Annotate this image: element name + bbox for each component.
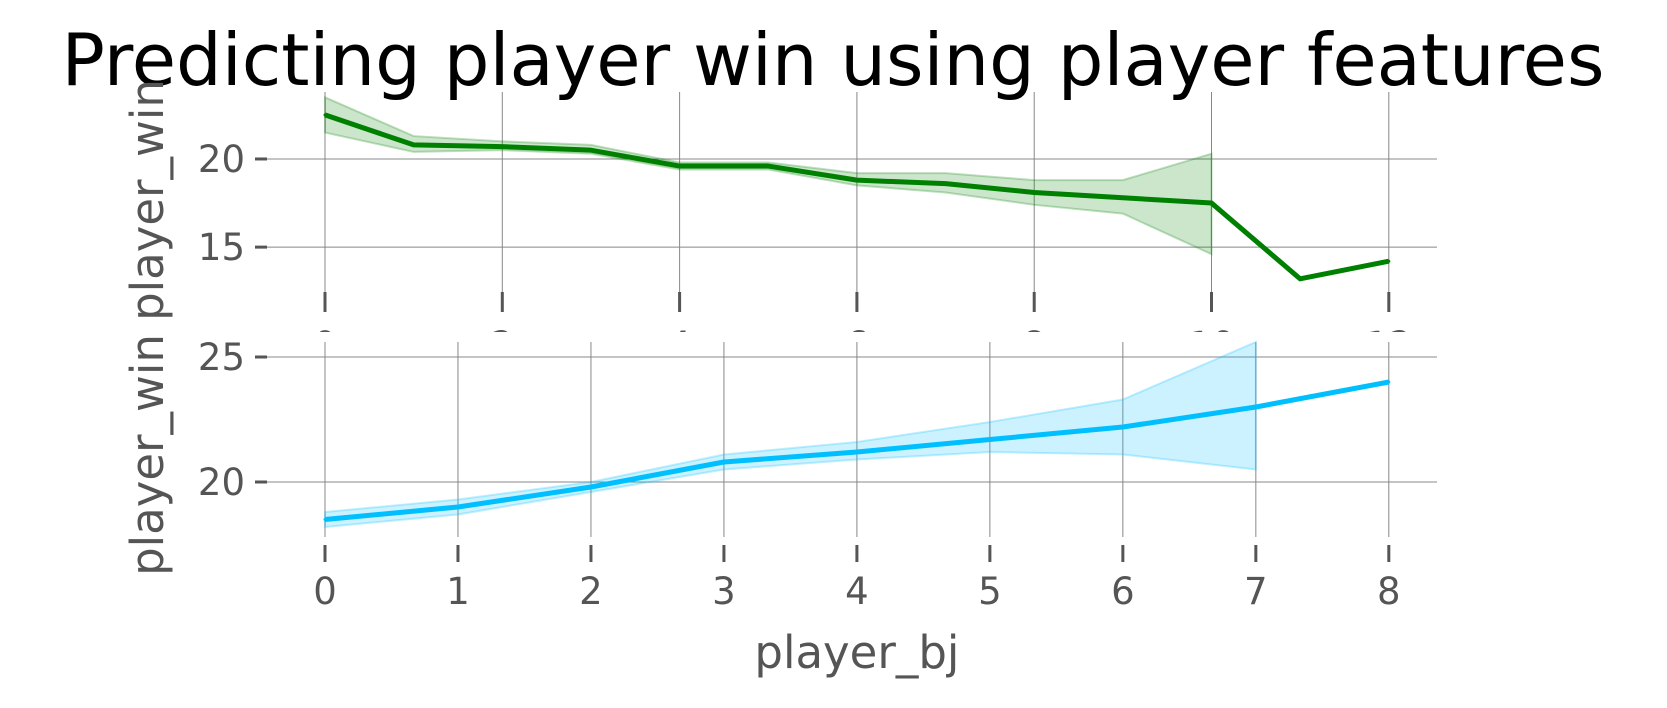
top-panel: 0 2 4 6 8 10 12 15 20 player_win: [121, 79, 1437, 367]
data-point: [722, 460, 726, 464]
x-tick-label: 8: [1377, 570, 1401, 613]
x-tick-label: 4: [668, 324, 692, 367]
data-point: [1298, 277, 1302, 281]
data-point: [766, 164, 770, 168]
data-point: [412, 143, 416, 147]
x-tick-label: 6: [1111, 570, 1135, 613]
data-point: [500, 145, 504, 149]
y-axis-label: player_win: [121, 79, 174, 321]
data-point: [1121, 196, 1125, 200]
x-tick-label: 0: [313, 570, 337, 613]
x-tick-label: 7: [1244, 570, 1268, 613]
confidence-band: [324, 95, 1213, 256]
x-tick-label: 5: [978, 570, 1002, 613]
data-point: [944, 182, 948, 186]
data-point: [589, 485, 593, 489]
y-axis-label: player_win: [121, 334, 174, 576]
data-point: [1032, 190, 1036, 194]
x-tick-label: 0: [313, 324, 337, 367]
data-point: [1210, 201, 1214, 205]
x-tick-label: 4: [845, 570, 869, 613]
data-point: [589, 148, 593, 152]
x-tick-label: 10: [1188, 324, 1235, 367]
data-point: [1387, 259, 1391, 263]
data-point: [323, 518, 327, 521]
data-point: [1121, 425, 1125, 429]
x-tick-label: 2: [491, 324, 515, 367]
x-tick-label: 12: [1365, 324, 1412, 367]
x-tick-label: 1: [446, 570, 470, 613]
data-point: [855, 178, 859, 182]
y-tick-label: 20: [198, 461, 245, 504]
chart-title: Predicting player win using player featu…: [62, 18, 1605, 102]
y-tick-label: 20: [198, 138, 245, 181]
data-point: [988, 438, 992, 441]
data-point: [678, 164, 682, 168]
confidence-band: [324, 340, 1257, 529]
x-tick-label: 6: [845, 324, 869, 367]
data-point: [855, 450, 859, 454]
x-tick-label: 8: [1022, 324, 1046, 367]
x-axis-label: player_bj: [754, 626, 959, 679]
data-point: [1254, 405, 1258, 409]
y-tick-label: 25: [198, 336, 245, 379]
bottom-panel: 0 1 2 3 4 5 6 7 8 20 25 player_win player_bj: [121, 334, 1437, 679]
x-tick-label: 2: [579, 570, 603, 613]
data-point: [456, 505, 460, 509]
y-tick-label: 15: [198, 226, 245, 269]
data-point: [1387, 380, 1391, 384]
x-tick-label: 3: [712, 570, 736, 613]
data-point: [323, 113, 327, 117]
